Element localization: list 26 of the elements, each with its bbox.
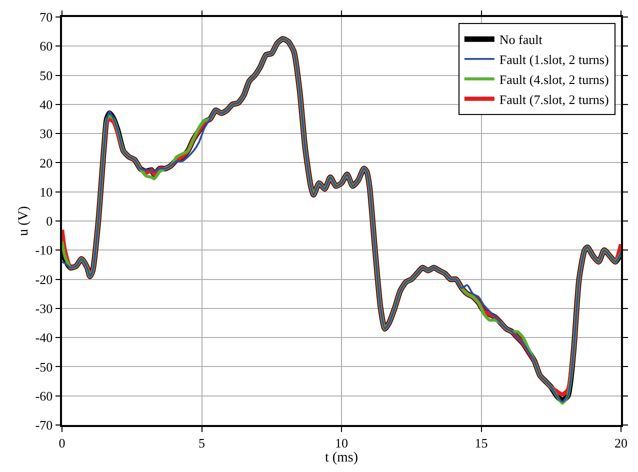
x-tick-label: 20	[614, 435, 628, 450]
y-tick-label: 20	[40, 155, 53, 170]
legend-label: Fault (4.slot, 2 turns)	[499, 72, 609, 87]
legend-label: Fault (1.slot, 2 turns)	[499, 52, 609, 68]
legend-label: No fault	[499, 32, 543, 48]
y-tick-label: 30	[40, 126, 53, 142]
x-tick-label: 10	[335, 435, 348, 450]
y-tick-label: 70	[40, 10, 53, 25]
x-tick-label: 15	[474, 435, 488, 450]
x-tick-label: 0	[58, 435, 66, 450]
y-tick-label: 40	[40, 96, 53, 112]
y-tick-label: -70	[35, 418, 53, 433]
y-tick-label: -50	[35, 359, 53, 374]
y-tick-label: -60	[35, 388, 53, 404]
y-tick-label: -10	[35, 242, 53, 258]
y-tick-label: -30	[35, 300, 53, 316]
y-tick-label: 10	[40, 184, 53, 200]
y-tick-label: 60	[40, 38, 53, 54]
y-tick-label: 0	[46, 214, 53, 229]
x-tick-label: 5	[198, 435, 205, 450]
y-tick-label: 50	[40, 68, 53, 83]
y-axis-title: u (V)	[16, 206, 32, 236]
legend-label: Fault (7.slot, 2 turns)	[499, 92, 609, 107]
x-axis-title: t (ms)	[324, 450, 358, 466]
y-tick-label: -40	[35, 330, 53, 346]
y-tick-label: -20	[35, 272, 53, 287]
